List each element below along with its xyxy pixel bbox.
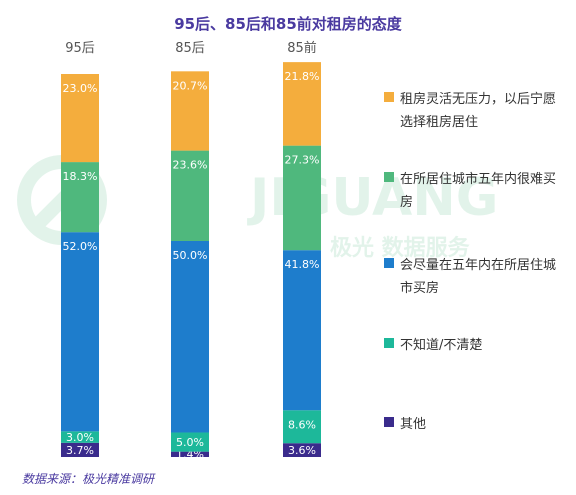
data-label: 18.3%: [63, 170, 98, 183]
data-label: 3.6%: [288, 444, 316, 457]
bar-segment: [61, 431, 99, 443]
watermark-text-cn: 极光 数据服务: [330, 235, 471, 261]
legend-label: 其他: [400, 417, 427, 432]
legend-swatch: [384, 417, 394, 427]
data-label: 50.0%: [173, 249, 208, 262]
data-source-note: 数据来源：极光精准调研: [22, 472, 155, 486]
bar-segment: [171, 240, 209, 433]
category-label: 85前: [287, 40, 317, 56]
bar-segment: [283, 443, 321, 457]
data-label: 23.6%: [173, 159, 208, 172]
bar-segment: [171, 150, 209, 241]
data-label: 23.0%: [63, 82, 98, 95]
bar-segment: [61, 74, 99, 163]
bar-segment: [171, 432, 209, 452]
bar-segment: [61, 162, 99, 233]
bar-segment: [283, 410, 321, 444]
bar-segment: [283, 250, 321, 411]
data-label: 3.7%: [66, 444, 94, 457]
legend-label: 租房灵活无压力，以后宁愿选择租房居住: [400, 92, 557, 130]
data-label: 8.6%: [288, 418, 316, 431]
bar-segment: [283, 145, 321, 251]
data-label: 52.0%: [63, 240, 98, 253]
bar-segment: [61, 442, 99, 457]
legend-swatch: [384, 92, 394, 102]
legend-label: 会尽量在五年内在所居住城市买房: [400, 258, 557, 296]
data-label: 21.8%: [285, 70, 320, 83]
data-label: 5.0%: [176, 436, 204, 449]
bar-segment: [61, 232, 99, 432]
category-label: 85后: [175, 41, 205, 56]
legend-swatch: [384, 338, 394, 348]
data-label: 20.7%: [173, 79, 208, 92]
bar-segment: [171, 71, 209, 151]
data-label: 3.0%: [66, 431, 94, 444]
bar-segment: [283, 62, 321, 146]
data-label: 27.3%: [285, 154, 320, 167]
data-label: 41.8%: [285, 258, 320, 271]
legend-label: 在所居住城市五年内很难买房: [400, 172, 557, 210]
chart-title: 95后、85后和85前对租房的态度: [174, 15, 402, 33]
bar-segment: [171, 451, 209, 457]
legend-label: 不知道/不清楚: [400, 338, 483, 353]
legend-swatch: [384, 172, 394, 182]
category-label: 95后: [65, 41, 95, 56]
legend-swatch: [384, 258, 394, 268]
